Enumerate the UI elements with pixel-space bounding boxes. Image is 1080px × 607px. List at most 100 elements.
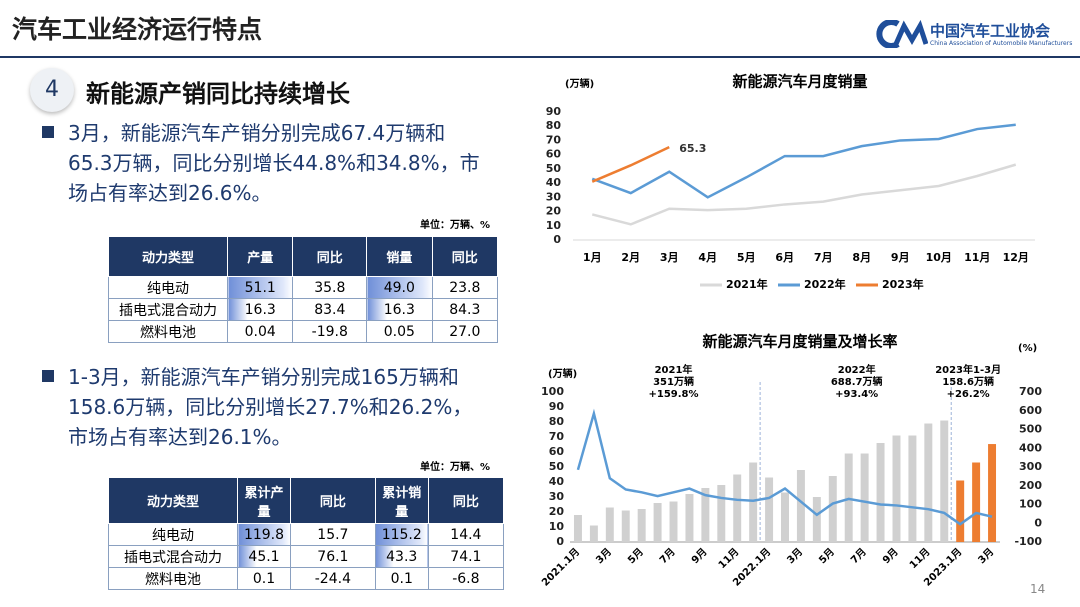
bar (812, 497, 821, 542)
x-tick-label: 11月 (964, 251, 990, 264)
x-tick-label: 7月 (814, 251, 833, 264)
cell: -6.8 (427, 567, 505, 590)
x-tick-label: 5月 (817, 546, 837, 566)
th: 同比 (427, 477, 505, 524)
cell: 43.3 (374, 545, 429, 568)
th: 累计销量 (374, 477, 429, 524)
page-number: 14 (1030, 582, 1046, 596)
bar (988, 444, 997, 542)
y-tick-label: 0 (1034, 516, 1042, 529)
y-tick-label: 90 (546, 105, 562, 118)
x-tick-label: 3月 (976, 546, 996, 566)
bar (796, 470, 805, 542)
table: 动力类型 累计产量 同比 累计销量 同比 纯电动 119.8 15.7 115.2 14.4 插… (108, 477, 505, 590)
legend-label: 2023年 (882, 277, 924, 291)
y-tick-label: 60 (549, 445, 565, 458)
cell: 0.1 (237, 567, 291, 590)
y-tick-label: 0 (556, 535, 564, 548)
annotation: +26.2% (947, 389, 990, 400)
x-tick-label: 11月 (716, 546, 741, 571)
y-tick-label: 10 (549, 520, 565, 533)
section-title: 新能源产销同比持续增长 (86, 80, 350, 108)
y-tick-label: 500 (1019, 423, 1042, 436)
annotation: 2022年 (838, 363, 876, 376)
bar (717, 485, 726, 542)
table: 动力类型 产量 同比 销量 同比 纯电动 51.1 35.8 49.0 23.8 插电式混合动力… (108, 236, 499, 343)
bar (765, 477, 774, 542)
line (591, 145, 670, 183)
bullet-square (42, 370, 54, 382)
axis-unit: (万辆) (565, 77, 594, 90)
cell: 16.3 (226, 298, 294, 321)
bar (908, 435, 917, 542)
cell: 49.0 (366, 276, 433, 299)
x-tick-label: 9月 (880, 546, 900, 566)
annotation: 351万辆 (653, 375, 694, 388)
annotation: 2021年 (655, 363, 693, 376)
x-tick-label: 10月 (926, 251, 952, 264)
bar (924, 423, 933, 542)
annotation: 2023年1-3月 (935, 363, 1001, 376)
bar (733, 474, 742, 542)
slide-title: 汽车工业经济运行特点 (12, 15, 263, 44)
x-tick-label: 2021.1月 (539, 546, 582, 589)
y-tick-label: 40 (549, 475, 565, 488)
y-tick-label: 0 (553, 233, 561, 246)
x-tick-label: 7月 (848, 546, 868, 566)
bar (940, 420, 949, 542)
cell: -24.4 (290, 567, 376, 590)
x-tick-label: 2月 (621, 251, 640, 264)
legend-label: 2022年 (804, 277, 846, 291)
logo-en: China Association of Automobile Manufact… (930, 40, 1073, 47)
bar (956, 480, 965, 542)
line (576, 408, 993, 526)
y-tick-label: 40 (546, 176, 562, 189)
y-tick-label: 400 (1019, 441, 1042, 454)
y-tick-label: 70 (546, 133, 562, 146)
y-tick-label: 20 (546, 205, 562, 218)
bar (876, 443, 885, 542)
x-tick-label: 1月 (583, 251, 602, 264)
y-tick-label: -100 (1014, 535, 1042, 548)
cell: 15.7 (290, 523, 376, 546)
th: 销量 (366, 236, 433, 277)
th: 同比 (431, 236, 499, 277)
y-tick-label: 80 (546, 119, 562, 132)
y-tick-label: 70 (549, 430, 565, 443)
bar (701, 488, 710, 542)
bar (621, 510, 630, 542)
x-tick-label: 3月 (660, 251, 679, 264)
divider (0, 56, 1080, 58)
cell: 84.3 (431, 298, 499, 321)
x-tick-label: 9月 (891, 251, 910, 264)
y-tick-label: 60 (546, 148, 562, 161)
bullet-text: 1-3月，新能源汽车产销分别完成165万辆和158.6万辆，同比分别增长27.7… (68, 365, 473, 449)
cell: 76.1 (290, 545, 376, 568)
cell: 16.3 (366, 298, 433, 321)
y-tick-label: 200 (1019, 479, 1042, 492)
logo-mark (876, 20, 928, 48)
bar (828, 476, 837, 542)
bar (669, 501, 678, 542)
chart-title: 新能源汽车月度销量 (732, 73, 867, 91)
cell: 119.8 (237, 523, 291, 546)
cell: 燃料电池 (108, 320, 228, 343)
bar (685, 494, 694, 542)
y-tick-label: 30 (549, 490, 565, 503)
cell: 115.2 (374, 523, 429, 546)
bullet-square (42, 126, 54, 138)
x-tick-label: 9月 (689, 546, 709, 566)
bar (749, 462, 758, 542)
x-tick-label: 5月 (737, 251, 756, 264)
annotation: 688.7万辆 (831, 375, 883, 388)
x-tick-label: 7月 (657, 546, 677, 566)
y-tick-label: 100 (541, 385, 564, 398)
cell: -19.8 (292, 320, 368, 343)
cell: 燃料电池 (108, 567, 238, 590)
x-tick-label: 3月 (594, 546, 614, 566)
axis-unit: (万辆) (548, 367, 577, 380)
y-tick-label: 50 (546, 162, 562, 175)
x-tick-label: 12月 (1003, 251, 1029, 264)
bar (589, 525, 598, 542)
